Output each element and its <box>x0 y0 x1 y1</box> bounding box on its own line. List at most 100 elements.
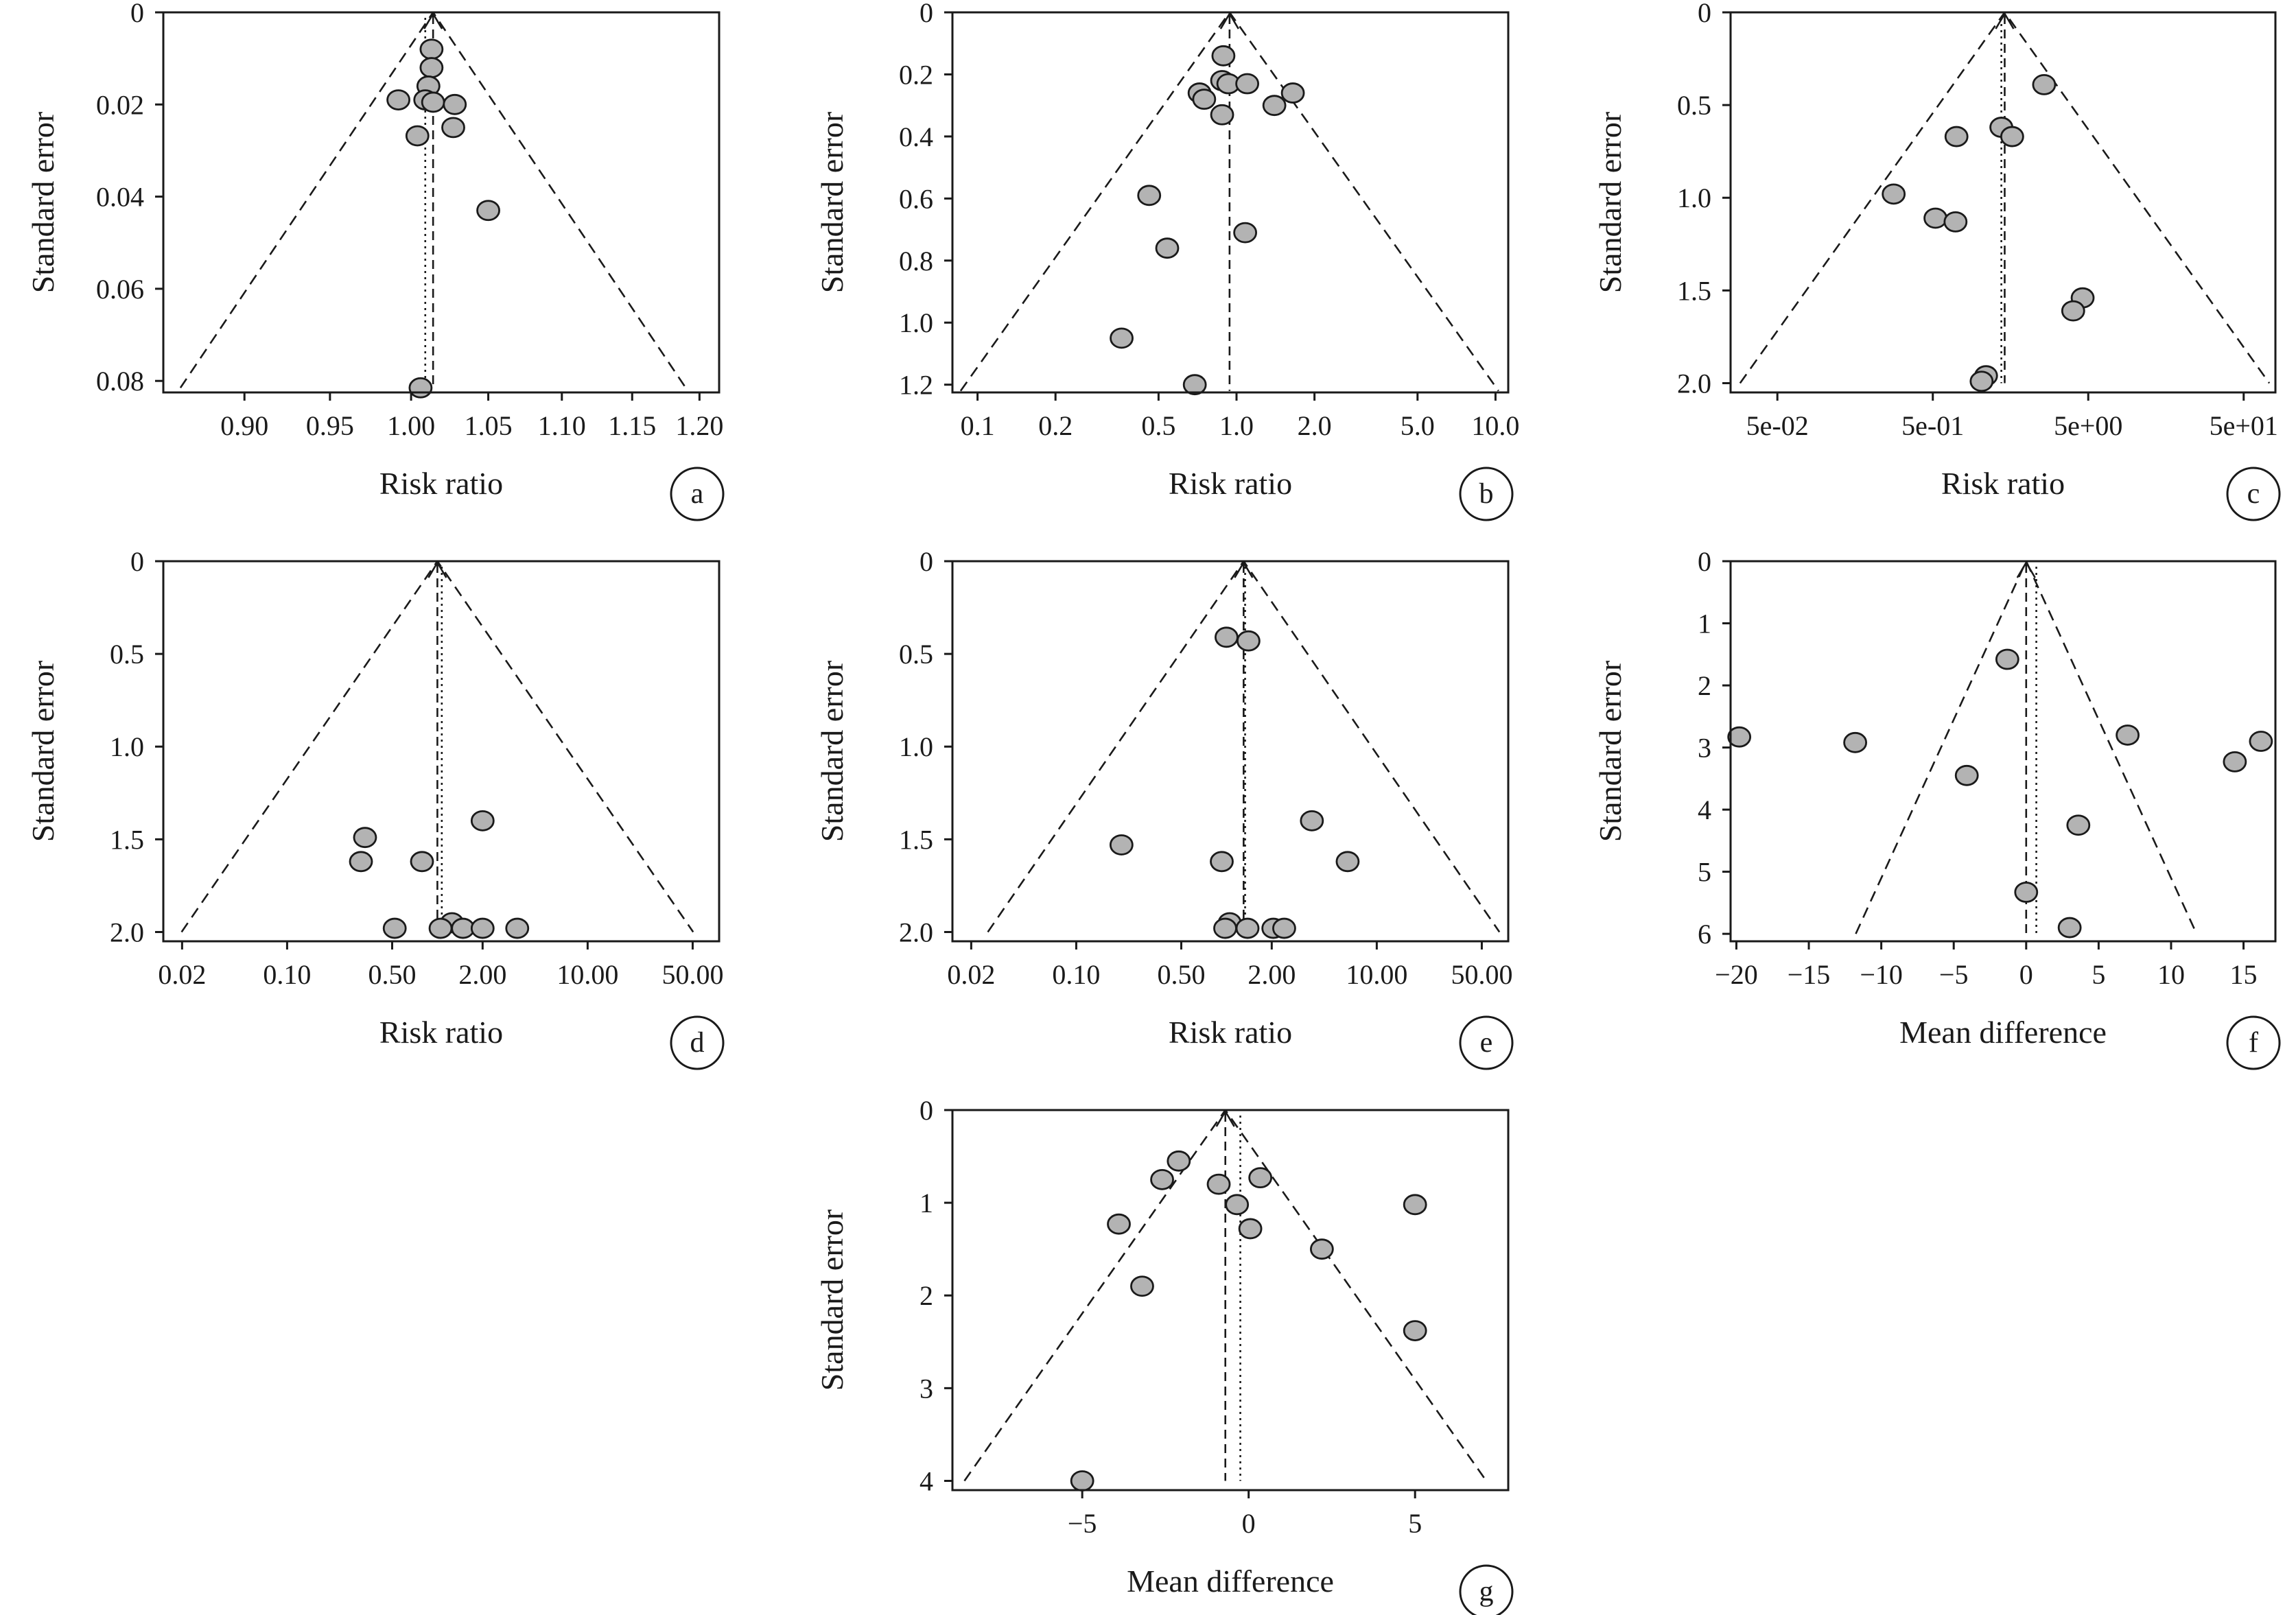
y-axis-title: Standard error <box>25 112 60 293</box>
x-tick-label: 0.10 <box>263 959 311 990</box>
y-tick-label: 0.5 <box>1677 90 1711 121</box>
y-tick-label: 2.0 <box>1677 368 1711 399</box>
study-point <box>421 91 445 113</box>
y-tick-label: 1.0 <box>899 731 933 762</box>
y-tick-label: 0 <box>919 0 933 28</box>
study-point <box>1192 89 1217 110</box>
x-tick-label: 5 <box>2092 959 2105 990</box>
apex-arrow-b <box>1219 12 1239 30</box>
study-point <box>441 117 465 139</box>
y-axis-title: Standard error <box>815 661 850 842</box>
y-tick-label: 0.5 <box>110 639 144 670</box>
x-tick-label: 5e-02 <box>1746 410 1809 441</box>
study-point <box>353 827 377 849</box>
x-tick-label: 2.00 <box>1247 959 1296 990</box>
plot-area-g <box>963 1110 1488 1482</box>
x-tick-label: 2.0 <box>1298 410 1332 441</box>
plot-frame-e <box>951 560 1510 943</box>
y-tick-label: 0 <box>1698 546 1711 577</box>
funnel-boundary-f <box>1855 561 2198 934</box>
x-tick-label: 1.05 <box>465 410 513 441</box>
x-tick-label: 1.10 <box>538 410 586 441</box>
y-tick-label: 1.0 <box>1677 182 1711 213</box>
panel-c: 5e-02 5e-01 5e+00 5e+01 0 0.5 1.0 1.5 2.0 Risk ra… <box>1593 0 2281 521</box>
study-point <box>1130 1275 1154 1297</box>
study-point <box>2057 917 2082 939</box>
study-point <box>419 57 444 78</box>
x-tick-label: −5 <box>1939 959 1969 990</box>
study-point <box>382 917 407 939</box>
y-tick-label: 0 <box>130 546 144 577</box>
study-point <box>2032 73 2057 95</box>
study-point <box>1944 126 1969 148</box>
panel-label-circle <box>1459 1564 1514 1615</box>
x-tick-label: 0.95 <box>306 410 354 441</box>
panel-label: a <box>691 478 704 510</box>
panel-label-circle <box>2226 467 2281 521</box>
study-point <box>1882 183 1906 205</box>
panel-d: 0.02 0.10 0.50 2.00 10.00 50.00 0 0.5 1.0 1.5 2.0 R… <box>25 546 725 1070</box>
apex-arrow-d <box>427 561 447 578</box>
study-point <box>1214 626 1239 648</box>
y-tick-label: 0 <box>1698 0 1711 28</box>
y-tick-label: 0.2 <box>899 59 933 90</box>
panel-label-circle <box>1459 467 1514 521</box>
panel-label-circle <box>670 1015 725 1070</box>
study-point <box>428 917 453 939</box>
apex-arrow-a <box>423 12 443 30</box>
x-tick-label: 15 <box>2230 959 2258 990</box>
x-tick-label: 0.02 <box>947 959 995 990</box>
study-point <box>2116 724 2140 746</box>
plot-frame-a <box>162 11 721 394</box>
plot-area-d <box>180 561 694 933</box>
study-point <box>1150 1168 1174 1190</box>
panel-label-circle <box>2226 1015 2281 1070</box>
y-tick-label: 6 <box>1698 919 1711 950</box>
y-tick-label: 0 <box>130 0 144 28</box>
x-tick-label: 1.0 <box>1219 410 1254 441</box>
study-point <box>405 125 430 147</box>
x-tick-label: −10 <box>1860 959 1903 990</box>
x-tick-label: 0.1 <box>961 410 995 441</box>
study-point <box>1235 73 1260 95</box>
study-point <box>1236 630 1261 652</box>
study-point <box>1335 851 1360 873</box>
y-tick-label: 1 <box>919 1188 933 1218</box>
x-tick-label: 0.90 <box>220 410 268 441</box>
x-tick-label: 0.50 <box>1157 959 1205 990</box>
x-tick-label: 0.02 <box>158 959 206 990</box>
study-point <box>1969 370 1994 392</box>
y-tick-label: 0.4 <box>899 121 933 152</box>
plot-frame-g <box>951 1109 1510 1492</box>
funnel-boundary-c <box>1739 12 2271 384</box>
x-tick-label: 0.50 <box>368 959 416 990</box>
study-point <box>2014 882 2039 903</box>
study-point <box>408 377 433 399</box>
y-axis-title: Standard error <box>1593 661 1628 842</box>
apex-arrow-c <box>1995 12 2015 30</box>
y-tick-label: 1.0 <box>110 731 144 762</box>
x-tick-label: 5e+00 <box>2054 410 2122 441</box>
study-point <box>443 93 467 115</box>
plot-frame-c <box>1729 11 2277 394</box>
x-tick-label: 0 <box>2019 959 2033 990</box>
y-tick-label: 0.08 <box>96 366 144 397</box>
study-point <box>2061 300 2085 322</box>
x-tick-label: 5e-01 <box>1901 410 1964 441</box>
study-point <box>1167 1150 1191 1172</box>
plot-frame-f <box>1729 560 2277 943</box>
study-point <box>349 851 373 873</box>
x-tick-label: 10.00 <box>1346 959 1407 990</box>
panel-label-circle <box>670 467 725 521</box>
panel-label: d <box>690 1027 705 1059</box>
panel-label-circle <box>1459 1015 1514 1070</box>
panel-a: 0.90 0.95 1.00 1.05 1.10 1.15 1.20 0 0.02 0.04 0.0… <box>25 0 725 521</box>
y-tick-label: 2.0 <box>899 917 933 947</box>
y-axis-title: Standard error <box>815 112 850 293</box>
y-tick-label: 1.5 <box>110 824 144 855</box>
study-point <box>1137 185 1162 207</box>
y-tick-label: 0.04 <box>96 182 144 213</box>
y-tick-label: 4 <box>919 1465 933 1496</box>
x-axis-title: Risk ratio <box>1169 1015 1292 1050</box>
study-point <box>410 851 434 873</box>
